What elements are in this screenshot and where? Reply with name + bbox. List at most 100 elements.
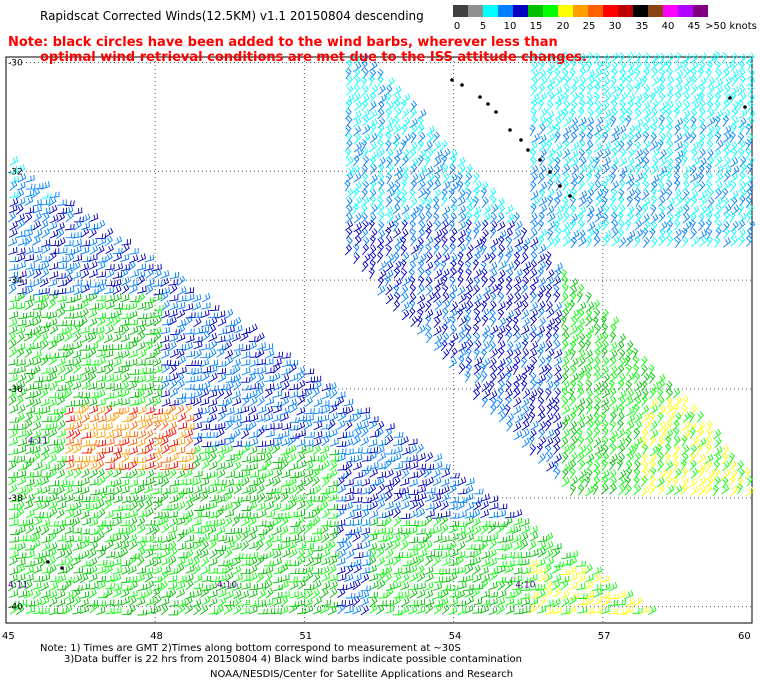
wind-barb xyxy=(738,181,747,192)
wind-barb xyxy=(609,404,619,415)
wind-barb xyxy=(681,155,688,167)
wind-barb xyxy=(626,452,634,464)
wind-barb xyxy=(481,308,490,319)
legend-label: 5 xyxy=(479,21,487,32)
wind-barb xyxy=(488,187,497,199)
wind-barb xyxy=(137,405,147,415)
wind-barb xyxy=(121,372,130,383)
wind-barb xyxy=(241,476,250,487)
wind-barb xyxy=(521,420,530,431)
wind-barb xyxy=(248,589,258,599)
wind-barb xyxy=(328,564,337,575)
wind-barb xyxy=(714,196,724,207)
wind-barb xyxy=(152,471,163,479)
wind-barb xyxy=(32,199,42,207)
wind-barb xyxy=(345,93,355,104)
wind-barb xyxy=(418,165,427,176)
wind-barb xyxy=(113,485,123,496)
wind-barb xyxy=(480,243,487,256)
wind-barb xyxy=(505,262,515,272)
wind-barb xyxy=(346,132,353,144)
wind-barb xyxy=(490,348,499,359)
wind-barb xyxy=(714,181,723,192)
wind-barb xyxy=(562,179,569,191)
wind-barb xyxy=(184,558,194,567)
wind-barb xyxy=(585,379,593,392)
wind-barb xyxy=(112,332,122,343)
wind-barb xyxy=(425,196,433,208)
wind-barb xyxy=(641,412,650,423)
wind-barb xyxy=(136,263,146,271)
wind-barb xyxy=(555,60,563,71)
wind-barb xyxy=(649,398,658,409)
wind-barb xyxy=(417,109,427,119)
wind-barb xyxy=(747,219,756,231)
wind-barb xyxy=(585,389,594,401)
wind-barb xyxy=(79,591,90,599)
wind-barb xyxy=(216,344,227,351)
wind-barb xyxy=(651,86,660,96)
wind-barb xyxy=(584,339,591,351)
wind-barb xyxy=(377,220,385,233)
wind-barb xyxy=(264,540,273,551)
wind-barb xyxy=(119,463,130,471)
wind-barb xyxy=(424,188,431,200)
wind-barb xyxy=(225,454,235,462)
wind-barb xyxy=(609,115,617,128)
wind-barb xyxy=(425,276,433,288)
wind-barb xyxy=(81,359,91,366)
wind-barb xyxy=(465,543,476,550)
wind-barb xyxy=(408,536,419,544)
wind-barb xyxy=(665,148,674,159)
wind-barb xyxy=(33,461,43,471)
wind-barb xyxy=(304,368,315,375)
wind-barb xyxy=(137,313,148,320)
wind-barb xyxy=(651,99,659,111)
wind-barb xyxy=(722,99,730,111)
wind-barb xyxy=(705,443,712,455)
wind-barb xyxy=(24,254,34,262)
wind-barb xyxy=(128,376,139,383)
wind-barb xyxy=(465,252,473,263)
wind-barb xyxy=(200,587,209,598)
wind-barb xyxy=(466,339,474,351)
wind-barb xyxy=(698,132,706,144)
wind-barb xyxy=(593,437,602,448)
wind-barb xyxy=(490,396,497,409)
wind-barb xyxy=(530,331,537,343)
footer-note-1: Note: 1) Times are GMT 2)Times along bot… xyxy=(40,643,461,654)
wind-barb xyxy=(208,460,218,471)
wind-barb xyxy=(104,588,113,599)
wind-barb xyxy=(273,351,284,358)
wind-barb xyxy=(352,526,362,535)
wind-barb xyxy=(248,431,258,439)
wind-barb xyxy=(369,235,376,247)
wind-barb xyxy=(602,84,610,97)
wind-barb xyxy=(24,560,35,567)
wind-barb xyxy=(625,396,634,407)
wind-barb xyxy=(497,340,506,351)
wind-barb xyxy=(714,78,723,89)
wind-barb xyxy=(232,397,242,407)
wind-barb xyxy=(57,207,67,215)
wind-barb xyxy=(648,435,656,447)
wind-barb xyxy=(209,372,218,383)
wind-barb xyxy=(626,372,635,383)
wind-barb xyxy=(408,148,417,160)
wind-barb xyxy=(674,396,683,407)
wind-barb xyxy=(601,459,608,471)
wind-barb xyxy=(448,606,458,616)
wind-barb xyxy=(418,253,427,264)
wind-barb xyxy=(650,59,659,71)
wind-barb xyxy=(408,471,419,479)
wind-barb xyxy=(57,199,67,206)
wind-barb xyxy=(144,254,155,263)
wind-barb xyxy=(643,220,651,232)
wind-barb xyxy=(537,396,545,409)
wind-barb xyxy=(538,453,546,464)
wind-barb xyxy=(553,172,561,184)
wind-barb xyxy=(537,307,545,319)
wind-barb xyxy=(321,532,330,543)
wind-barb xyxy=(378,260,387,271)
wind-barb xyxy=(650,132,657,144)
